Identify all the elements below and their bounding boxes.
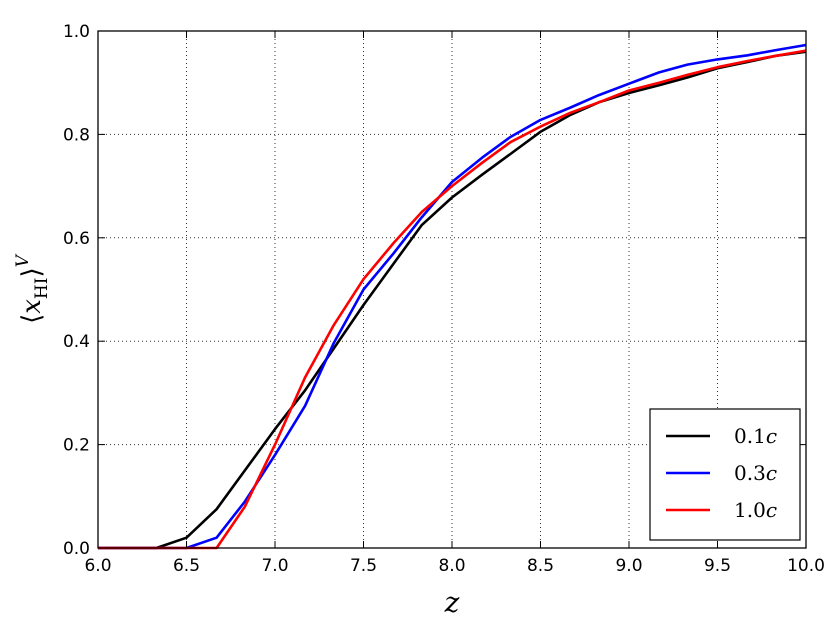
x-tick-label: 10.0	[787, 556, 825, 576]
legend-label: 1.0c	[734, 498, 777, 522]
x-tick-label: 9.0	[615, 556, 642, 576]
legend-label: 0.3c	[734, 461, 777, 485]
x-tick-label: 6.5	[173, 556, 200, 576]
tick-labels: 6.0 6.5 7.0 7.5 8.0 8.5 9.0 9.5 10.0 0.0 0.2 0.4 0.6…	[63, 22, 825, 576]
series-line-0-3c	[98, 43, 807, 550]
y-label-sup: V	[13, 253, 33, 267]
x-tick-label: 8.0	[438, 556, 465, 576]
x-tick-label: 9.5	[704, 556, 731, 576]
y-label-x: x	[17, 299, 47, 314]
y-tick-label: 0.4	[63, 332, 90, 352]
y-tick-label: 0.2	[63, 436, 90, 456]
x-tick-label: 7.5	[350, 556, 377, 576]
series-layer	[98, 43, 807, 550]
series-line-1-0c	[98, 49, 807, 550]
x-tick-label: 7.0	[261, 556, 288, 576]
y-label-sub: HI	[32, 278, 52, 300]
x-axis-label: z	[444, 586, 460, 619]
y-tick-label: 0.8	[63, 125, 90, 145]
legend-box	[649, 408, 801, 541]
y-label-close: ⟩	[17, 267, 47, 277]
x-tick-label: 6.0	[84, 556, 111, 576]
ticks	[97, 30, 807, 549]
svg-text:⟨xHI⟩V: ⟨xHI⟩V	[13, 253, 52, 324]
legend-label: 0.1c	[734, 424, 777, 448]
x-tick-label: 8.5	[527, 556, 554, 576]
y-tick-label: 0.0	[63, 539, 90, 559]
y-tick-label: 1.0	[63, 22, 90, 42]
legend: 0.1c 0.3c 1.0c	[649, 408, 801, 541]
y-tick-label: 0.6	[63, 229, 90, 249]
y-axis-label: ⟨xHI⟩V	[13, 253, 52, 324]
series-line-0-1c	[98, 50, 807, 550]
y-label-open: ⟨	[17, 314, 47, 324]
